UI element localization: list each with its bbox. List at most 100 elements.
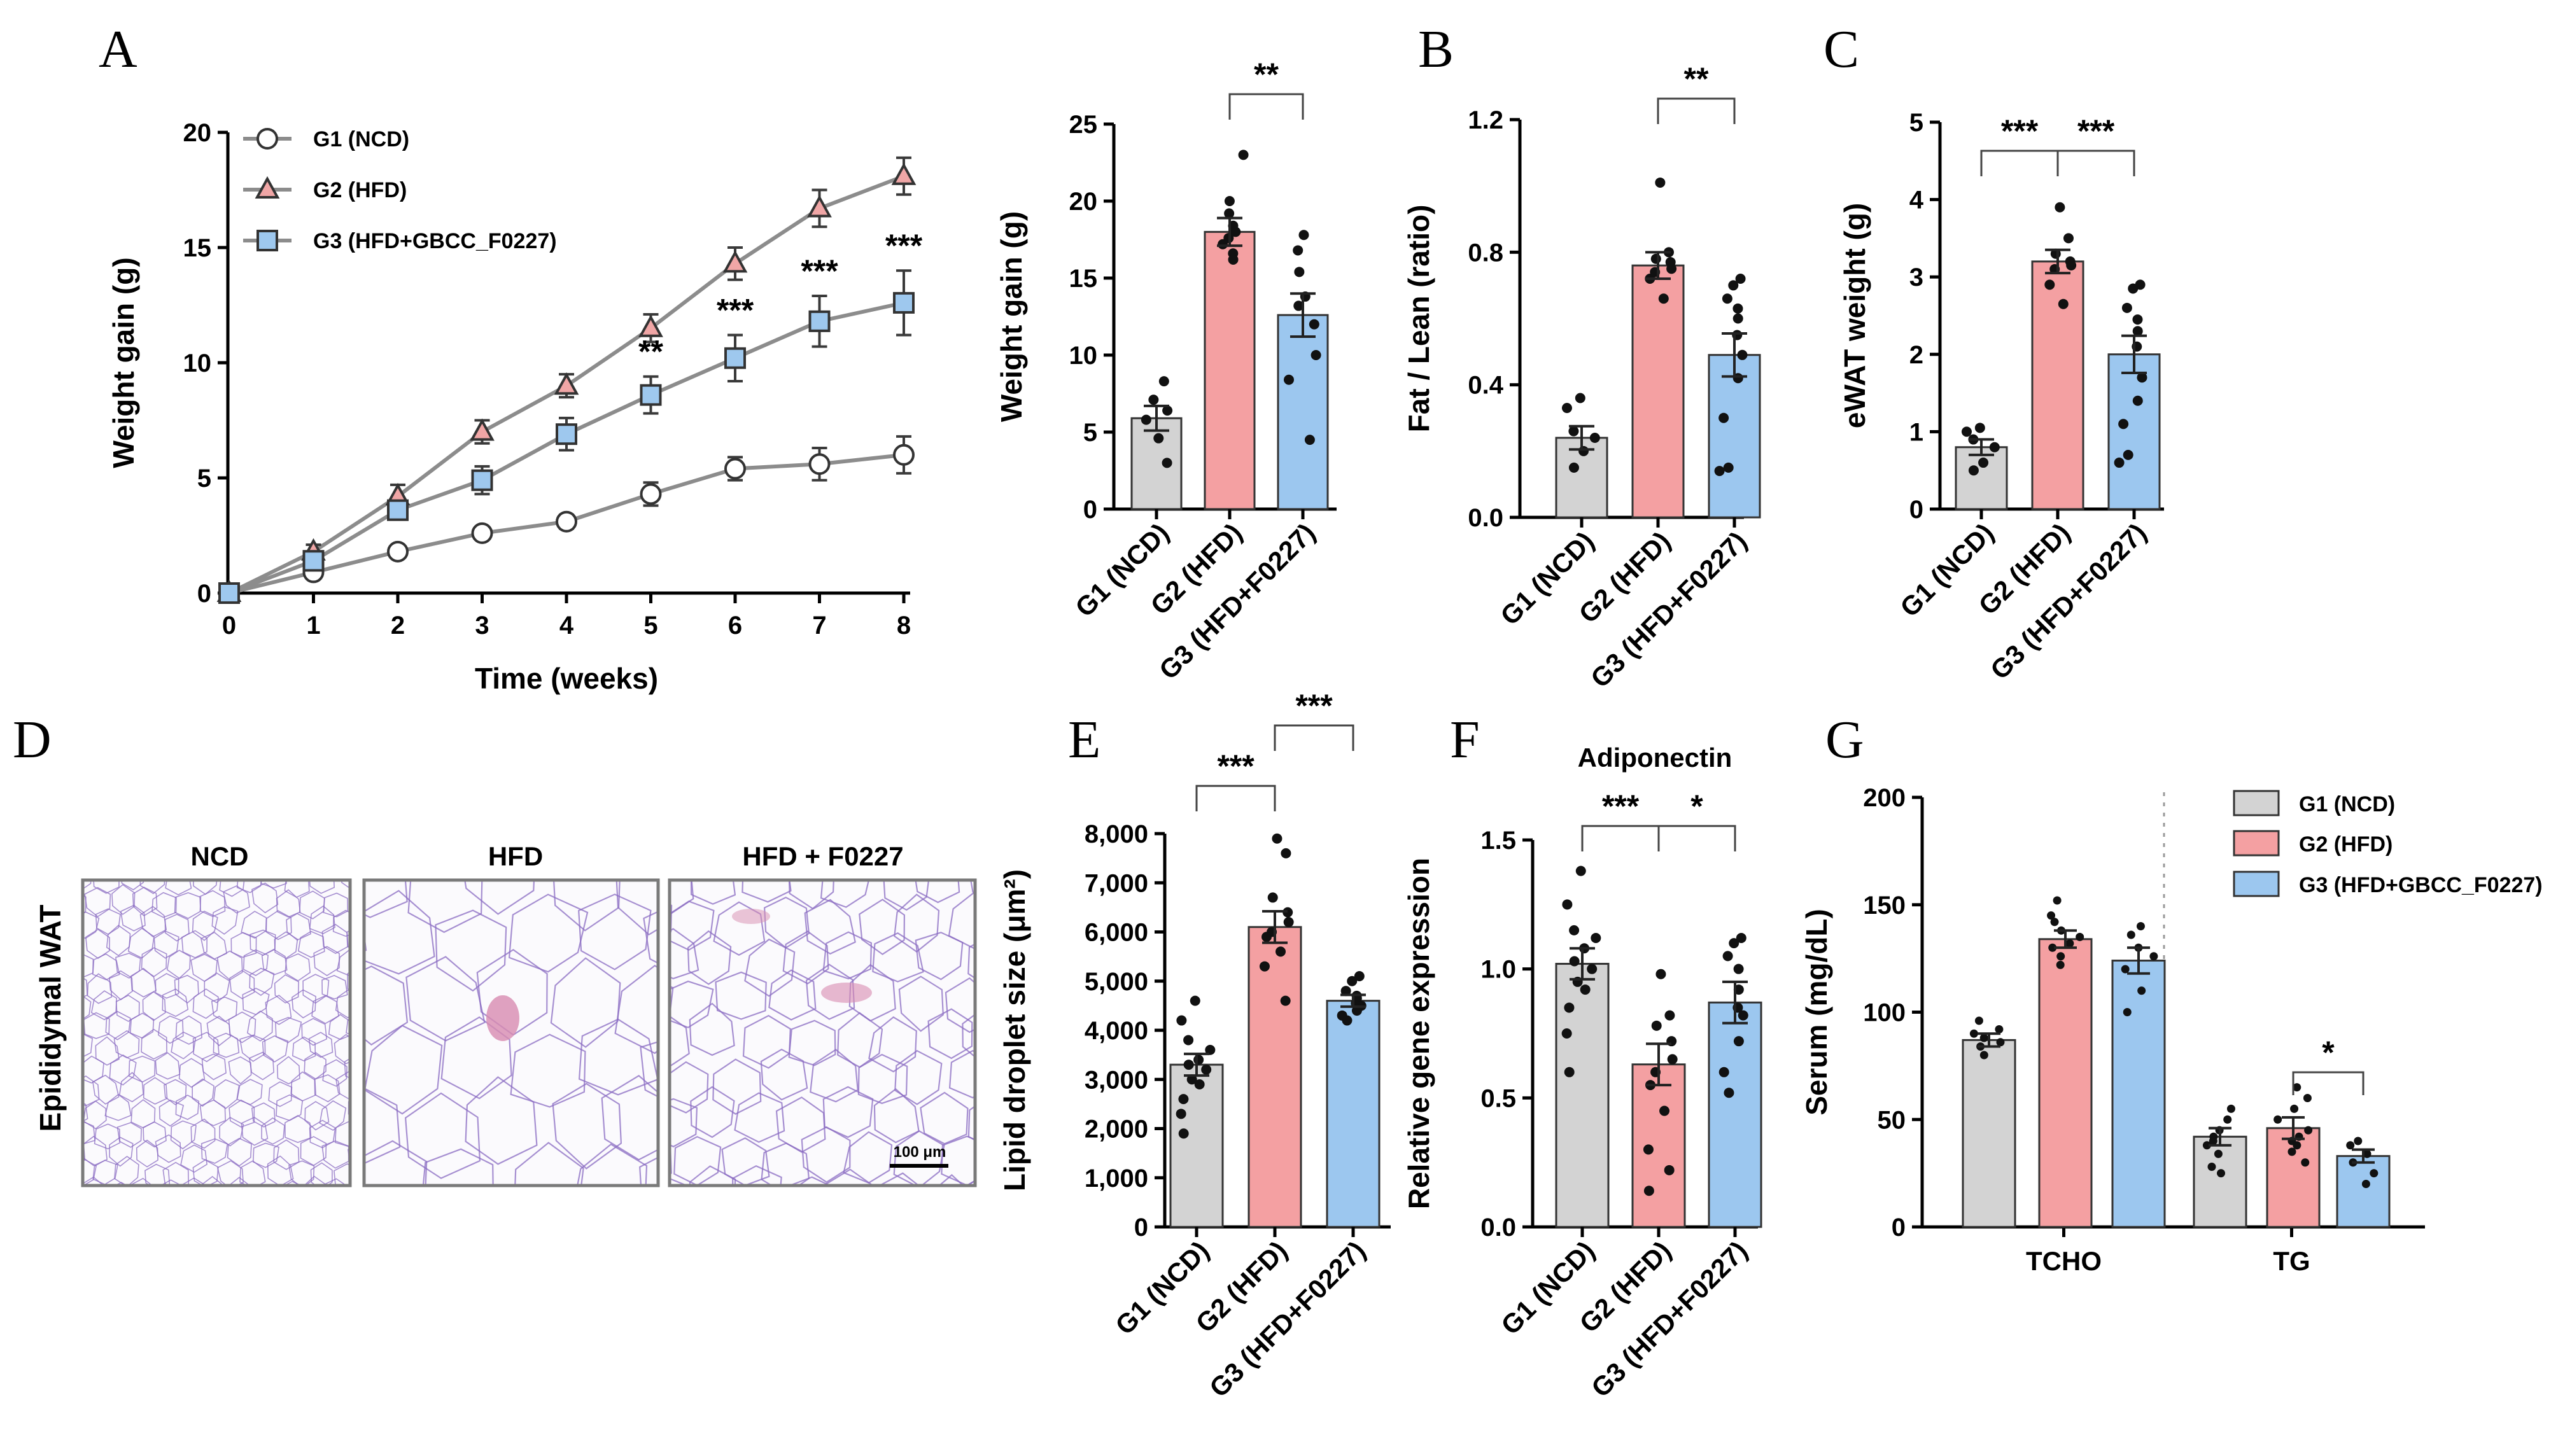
y-tick-label: 15 (183, 234, 212, 262)
replicate-point (2363, 1149, 2372, 1158)
adipocyte-cell (859, 899, 906, 955)
adipocyte-cell (346, 930, 350, 949)
adipocyte-cell (151, 892, 177, 918)
adipocyte-cell (141, 947, 167, 977)
adipocyte-cell (948, 1049, 975, 1099)
adipocyte-cell (92, 1074, 120, 1105)
replicate-point (1733, 963, 1744, 974)
replicate-point (2121, 965, 2130, 974)
micrograph-frame (362, 878, 660, 1187)
adipocyte-cell (162, 1161, 190, 1186)
replicate-point (2132, 395, 2143, 406)
y-tick-label: 1.0 (1480, 956, 1516, 984)
replicate-point (2063, 233, 2074, 244)
micrograph-title-hfd-f0227: HFD + F0227 (742, 841, 903, 871)
adipocyte-cell (216, 1160, 244, 1186)
chart-title: Adiponectin (1578, 743, 1732, 773)
adipocyte-cell (670, 1015, 690, 1068)
x-tick-label: TG (2273, 1246, 2310, 1276)
y-axis-title: Relative gene expression (1402, 858, 1435, 1209)
adipocyte-cell (820, 880, 870, 908)
adipocyte-cell (872, 932, 924, 983)
y-tick-label: 10 (183, 349, 212, 377)
serum-lipids-grouped-bar-chart: 0 50 100 150 200 Serum (mg/dL) TCHO TG * G1 (NCD)… (1800, 784, 2543, 1276)
replicate-point (1996, 1038, 2005, 1047)
adipocyte-cell (192, 1078, 214, 1107)
adipocyte-cell (228, 1056, 252, 1085)
replicate-point (2132, 326, 2143, 337)
adipocyte-cell (308, 1032, 334, 1058)
replicate-point (2058, 298, 2069, 309)
adipocyte-cell (164, 914, 190, 942)
adipocyte-cell (578, 893, 652, 970)
adipocyte-cell (228, 1011, 256, 1044)
adipocyte-cell (822, 1086, 874, 1138)
replicate-point (1968, 465, 1979, 476)
y-axis-title: Weight gain (g) (995, 211, 1028, 422)
replicate-point (1267, 892, 1278, 903)
replicate-point (1275, 946, 1286, 957)
replicate-point (1158, 376, 1169, 387)
bar-3 (1708, 1001, 1762, 1228)
replicate-point (1190, 995, 1200, 1006)
adipocyte-cell (249, 967, 275, 996)
adipocyte-cell (364, 890, 435, 975)
bar-2 (1631, 264, 1685, 519)
adipocyte-cell (857, 1053, 908, 1104)
weight-gain-time-course-chart: 0 5 10 15 20 Weight gain (g) 0 1 2 3 4 5 6 7 8 Time (we… (107, 119, 923, 695)
replicate-point (1148, 395, 1159, 405)
data-point-3 (808, 310, 831, 332)
adipocyte-cell (440, 1016, 512, 1100)
adipocyte-cell (83, 1102, 88, 1123)
y-tick-label: 0.0 (1480, 1214, 1516, 1242)
adipocyte-cell (181, 930, 208, 958)
replicate-point (1193, 1054, 1204, 1065)
adipocyte-cell (552, 880, 621, 932)
adipocyte-cell (364, 965, 409, 1046)
replicate-point (1342, 1015, 1353, 1026)
x-tick-label: 4 (559, 612, 574, 640)
replicate-point (1218, 239, 1228, 249)
adipocyte-cell (276, 1056, 300, 1084)
replicate-point (2137, 986, 2146, 995)
micrograph-row-label: Epididymal WAT (34, 905, 67, 1132)
adipocyte-cell (158, 1099, 185, 1127)
replicate-point (1979, 1033, 1988, 1042)
y-tick-label: 1,000 (1085, 1165, 1148, 1193)
replicate-point (1643, 1186, 1654, 1196)
replicate-point (1658, 293, 1669, 304)
y-tick-label: 6,000 (1085, 919, 1148, 947)
y-tick-label: 5 (197, 465, 211, 493)
adipocyte-cell (334, 1163, 350, 1186)
micrograph-3 (670, 880, 975, 1186)
replicate-point (1569, 956, 1580, 967)
adipocyte-cell (465, 1076, 538, 1165)
replicate-point (1259, 961, 1270, 972)
significance-stars: ** (638, 334, 663, 370)
data-point-2 (891, 162, 917, 185)
adipocyte-cell (364, 1025, 443, 1115)
bar-2 (1204, 230, 1256, 510)
x-tick-label: 2 (391, 612, 405, 640)
adipocyte-cell (276, 889, 301, 918)
adipocyte-cell (175, 1015, 202, 1045)
adipocyte-cell (670, 903, 673, 934)
replicate-point (2209, 1137, 2217, 1145)
y-tick-label: 0.0 (1468, 504, 1503, 532)
data-point-2 (470, 418, 495, 441)
replicate-point (1178, 1094, 1189, 1105)
replicate-point (1722, 951, 1733, 962)
adipocyte-cell (404, 1092, 481, 1179)
adipocyte-cell (273, 1139, 300, 1170)
adipocyte-cell (915, 880, 960, 904)
adipocyte-cell (84, 886, 111, 918)
replicate-point (2056, 952, 2065, 961)
replicate-point (1311, 350, 1321, 360)
adipocyte-cell (249, 1051, 274, 1081)
data-point-3 (471, 469, 493, 491)
replicate-point (1969, 1029, 1978, 1038)
legend-swatch-3 (2233, 871, 2280, 897)
x-tick-label: 0 (222, 612, 236, 640)
adipocyte-cell (242, 949, 269, 976)
